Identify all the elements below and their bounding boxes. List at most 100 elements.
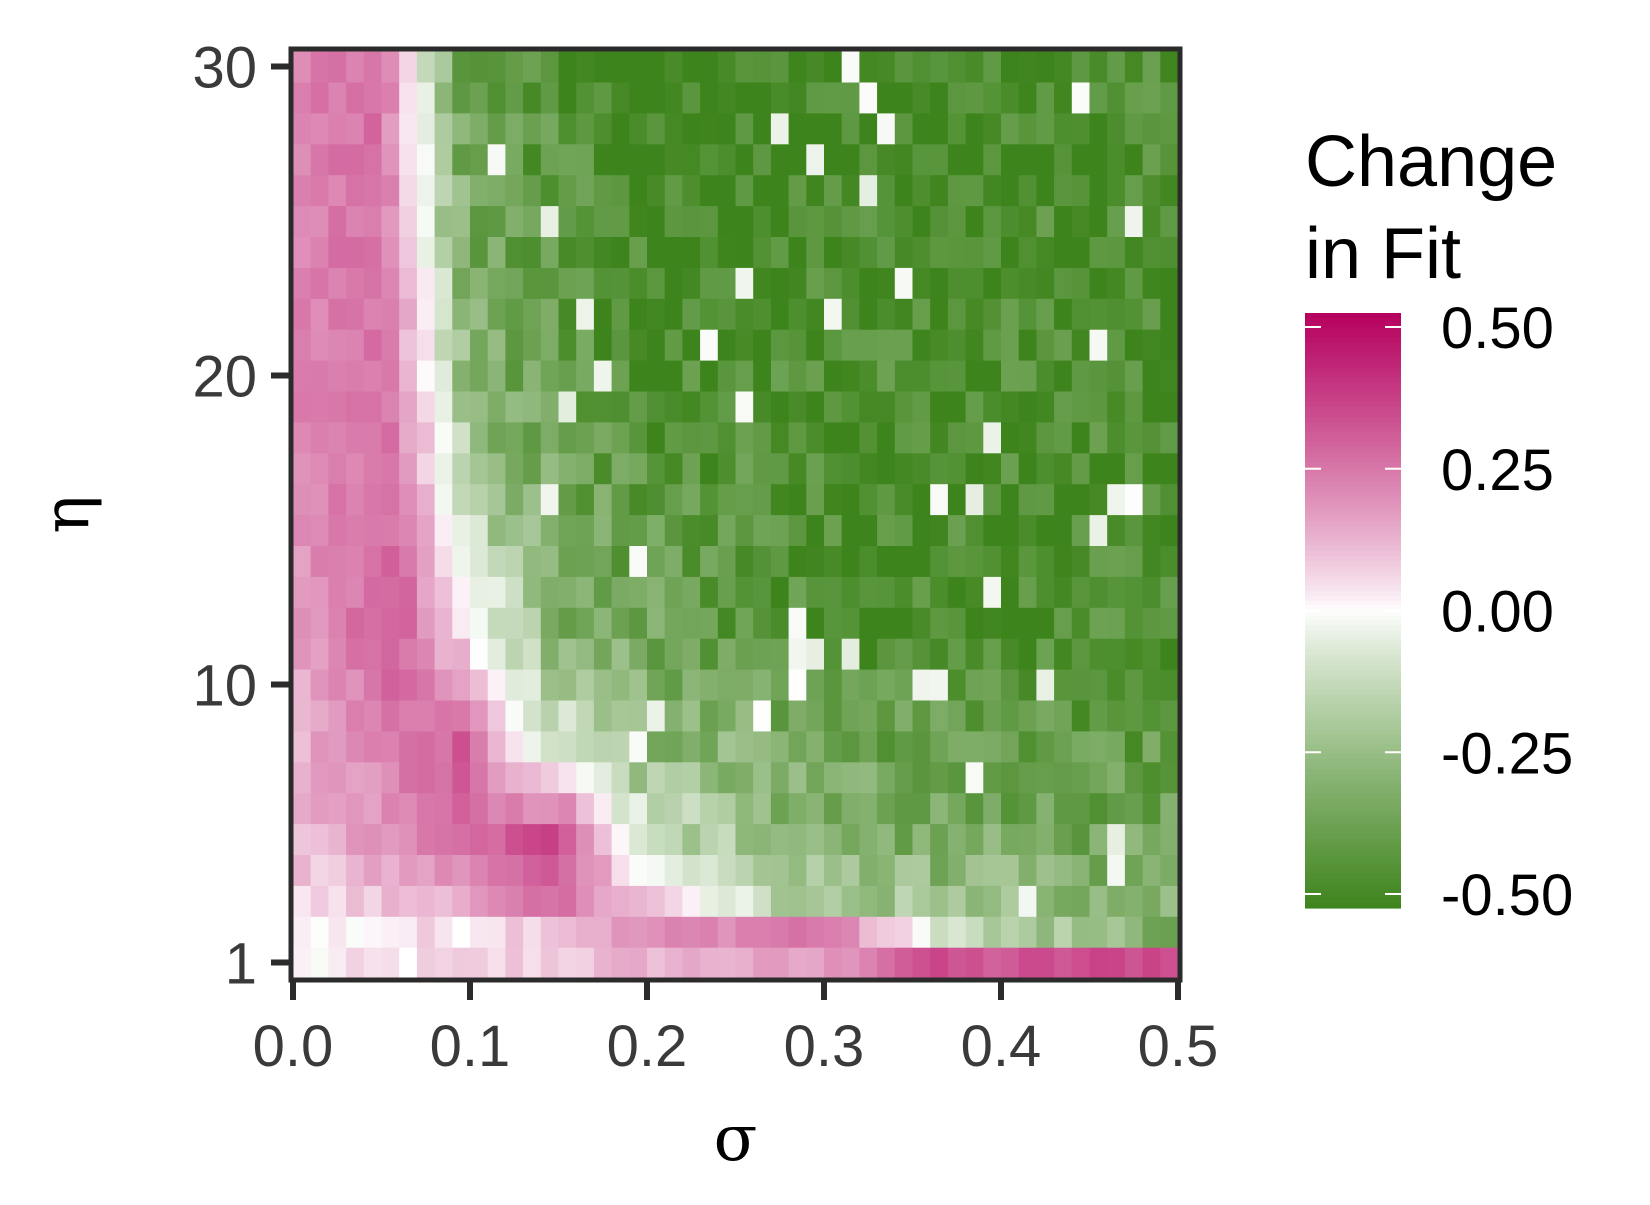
legend-color-step <box>1305 774 1401 780</box>
heatmap-cell <box>1107 854 1126 886</box>
heatmap-cell <box>841 483 860 516</box>
heatmap-cell <box>894 916 914 948</box>
heatmap-cell <box>1160 638 1179 670</box>
legend-color-step <box>1305 367 1401 374</box>
heatmap-cell <box>310 174 329 207</box>
heatmap-cell <box>593 669 613 701</box>
heatmap-cell <box>824 699 843 732</box>
heatmap-cell <box>540 421 560 454</box>
heatmap-cell <box>1054 112 1073 145</box>
heatmap-cell <box>664 916 683 948</box>
heatmap-cell <box>1054 854 1073 886</box>
heatmap-cell <box>735 205 754 237</box>
heatmap-cell <box>523 360 542 392</box>
heatmap-cell <box>381 669 400 701</box>
heatmap-cell <box>841 143 860 176</box>
heatmap-cell <box>930 483 949 516</box>
heatmap-cell <box>806 916 825 948</box>
heatmap-cell <box>894 823 914 855</box>
heatmap-cell <box>611 143 630 176</box>
heatmap-cell <box>930 730 949 763</box>
heatmap-cell <box>965 792 984 825</box>
heatmap-cell <box>593 205 613 237</box>
heatmap-cell <box>1071 236 1091 268</box>
heatmap-cell <box>540 205 560 237</box>
heatmap-cell <box>735 545 754 577</box>
heatmap-cell <box>1107 638 1126 670</box>
heatmap-cell <box>346 638 365 670</box>
heatmap-cell <box>523 947 542 979</box>
heatmap-cell <box>381 267 400 299</box>
heatmap-cell <box>700 112 719 145</box>
heatmap-cell <box>788 51 807 83</box>
legend-color-step <box>1305 620 1401 626</box>
heatmap-cell <box>682 699 701 732</box>
heatmap-cell <box>558 267 577 299</box>
heatmap-cell <box>859 545 878 577</box>
heatmap-cell <box>505 174 524 207</box>
heatmap-cell <box>824 947 843 979</box>
heatmap-cell <box>611 730 630 763</box>
heatmap-cell <box>1142 947 1161 979</box>
heatmap-cell <box>1001 143 1020 176</box>
heatmap-cell <box>328 483 347 516</box>
heatmap-cell <box>310 51 329 83</box>
legend-color-step <box>1305 843 1401 850</box>
legend-color-step <box>1305 635 1401 641</box>
heatmap-cell <box>912 947 931 979</box>
heatmap-cell <box>770 916 790 948</box>
plot-frame <box>288 46 1183 983</box>
heatmap-cell <box>912 792 931 825</box>
heatmap-cell <box>540 452 560 485</box>
heatmap-cell <box>1160 236 1179 268</box>
heatmap-cell <box>576 607 595 639</box>
heatmap-cell <box>399 545 418 577</box>
heatmap-cell <box>523 607 542 639</box>
heatmap-cell <box>664 947 683 979</box>
heatmap-cell <box>1018 947 1037 979</box>
heatmap-cell <box>576 51 595 83</box>
heatmap-cell <box>1036 730 1055 763</box>
x-tick-label: 0.0 <box>253 1014 334 1079</box>
heatmap-cell <box>487 390 506 423</box>
heatmap-cell <box>912 916 931 948</box>
heatmap-cell <box>416 699 436 732</box>
heatmap-cell <box>894 607 914 639</box>
heatmap-cell <box>470 112 489 145</box>
heatmap-cell <box>363 854 383 886</box>
heatmap-cell <box>841 205 860 237</box>
heatmap-cell <box>1142 545 1161 577</box>
heatmap-cell <box>593 298 613 330</box>
heatmap-cell <box>540 329 560 361</box>
legend-color-step <box>1305 719 1401 726</box>
heatmap-cell <box>399 174 418 207</box>
heatmap-cell <box>894 730 914 763</box>
heatmap-cell <box>806 730 825 763</box>
heatmap-cell <box>558 236 577 268</box>
legend-tick-label: -0.50 <box>1441 863 1573 928</box>
heatmap-cell <box>381 360 400 392</box>
heatmap-cell <box>647 51 666 83</box>
heatmap-cell <box>930 360 949 392</box>
heatmap-cell <box>452 916 471 948</box>
heatmap-cell <box>1142 483 1161 516</box>
heatmap-cell <box>682 298 701 330</box>
heatmap-cell <box>717 514 737 546</box>
heatmap-cell <box>983 576 1002 608</box>
heatmap-cell <box>558 638 577 670</box>
heatmap-cell <box>824 143 843 176</box>
heatmap-cell <box>894 112 914 145</box>
heatmap-cell <box>700 174 719 207</box>
heatmap-cell <box>788 329 807 361</box>
heatmap-cell <box>629 143 648 176</box>
heatmap-cell <box>788 452 807 485</box>
heatmap-cell <box>434 298 453 330</box>
heatmap-cell <box>593 236 613 268</box>
heatmap-cell <box>717 545 737 577</box>
heatmap-cell <box>912 112 931 145</box>
heatmap-cell <box>806 885 825 917</box>
heatmap-cell <box>593 360 613 392</box>
heatmap-cell <box>399 51 418 83</box>
heatmap-cell <box>611 761 630 794</box>
heatmap-cell <box>735 730 754 763</box>
